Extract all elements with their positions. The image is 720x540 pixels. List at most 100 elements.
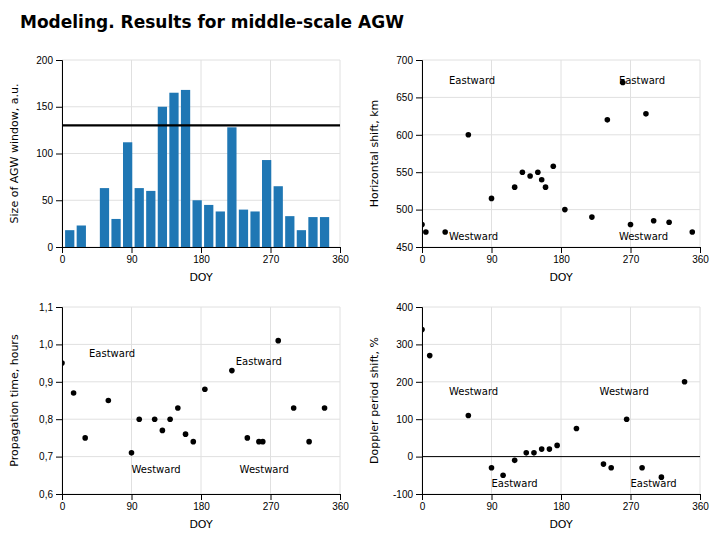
grid-line (62, 106, 340, 107)
tick-label: 200 (396, 377, 413, 388)
point (550, 163, 556, 169)
x-axis-title: DOY (189, 518, 213, 531)
grid-line (422, 344, 700, 345)
tick-label: 50 (42, 195, 54, 206)
grid-line (630, 307, 631, 494)
tick-mark (56, 200, 62, 201)
tick-mark (416, 419, 422, 420)
tick-mark (416, 135, 422, 136)
bar (250, 211, 259, 247)
tick-mark (56, 154, 62, 155)
x-axis: 090180270360 (420, 494, 710, 512)
tick: 0 (420, 494, 426, 512)
point (489, 196, 495, 202)
point (520, 169, 526, 175)
tick: 0,6 (39, 489, 62, 500)
point (423, 229, 429, 235)
point (512, 458, 518, 464)
grid-line (422, 172, 700, 173)
y-axis-title: Doppler period shift, % (368, 337, 381, 464)
point (466, 132, 472, 138)
tick-label: 360 (332, 501, 349, 512)
tick-label: 100 (396, 414, 413, 425)
point (531, 450, 537, 456)
tick: 360 (692, 494, 709, 512)
annotation: Eastward (449, 75, 495, 86)
point (605, 117, 611, 123)
marks (62, 338, 327, 456)
tick-label: 650 (396, 92, 413, 103)
tick-mark (416, 172, 422, 173)
point (260, 439, 266, 445)
x-axis: 090180270360 (420, 247, 710, 265)
annotation: Eastward (619, 75, 665, 86)
tick: 0,7 (39, 451, 62, 462)
tick-label: 360 (692, 501, 709, 512)
grid-line (62, 344, 340, 345)
tick-mark (416, 307, 422, 308)
tick-label: 360 (692, 254, 709, 265)
tick-mark (56, 382, 62, 383)
tick-label: 300 (396, 339, 413, 350)
tick-label: 0,8 (39, 414, 53, 425)
point (535, 169, 541, 175)
grid-line (62, 381, 340, 382)
tick-mark (340, 247, 341, 253)
marks (422, 327, 700, 480)
tick-label: 180 (193, 501, 210, 512)
bar (65, 230, 74, 247)
point (183, 431, 189, 437)
tick: 0 (60, 247, 66, 265)
tick-label: 400 (396, 302, 413, 313)
tick: 180 (553, 247, 570, 265)
tick-label: 0,6 (39, 489, 53, 500)
annotation: Eastward (236, 356, 282, 367)
point (689, 229, 695, 235)
tick-mark (56, 107, 62, 108)
bar (123, 142, 132, 247)
axis-line (56, 61, 63, 248)
tick: 0 (47, 242, 62, 253)
point (601, 461, 607, 467)
point (643, 111, 649, 117)
grid (422, 307, 700, 494)
tick: 270 (623, 494, 640, 512)
tick-mark (416, 494, 422, 495)
grid-line (422, 456, 700, 457)
tick-mark (561, 494, 562, 500)
point (275, 338, 281, 344)
axis-line (423, 248, 701, 254)
point (543, 184, 549, 190)
annotation: Westward (132, 464, 181, 475)
point (71, 390, 77, 396)
tick-label: 270 (263, 254, 280, 265)
tick: 300 (396, 339, 422, 350)
tick: 0 (420, 247, 426, 265)
point (82, 435, 88, 441)
subplot: 090180270360-1000100200300400DOYDoppler … (368, 302, 709, 531)
point (229, 368, 235, 374)
tick: 90 (126, 494, 138, 512)
point (167, 416, 173, 422)
tick-mark (492, 247, 493, 253)
point (608, 465, 614, 471)
figure-title: Modeling. Results for middle-scale AGW (20, 12, 404, 32)
tick: -100 (393, 489, 422, 500)
point (291, 405, 297, 411)
point (628, 222, 634, 228)
tick: 180 (553, 494, 570, 512)
tick: 270 (263, 494, 280, 512)
grid-line (630, 60, 631, 247)
tick-mark (56, 307, 62, 308)
annotation: Westward (240, 464, 289, 475)
axis-line (63, 248, 341, 254)
bar (227, 127, 236, 247)
axis-line (56, 308, 63, 495)
tick: 360 (332, 247, 349, 265)
point (562, 207, 568, 213)
point (666, 220, 672, 226)
point (624, 416, 630, 422)
tick: 0,8 (39, 414, 62, 425)
tick-mark (492, 494, 493, 500)
point (500, 473, 506, 479)
